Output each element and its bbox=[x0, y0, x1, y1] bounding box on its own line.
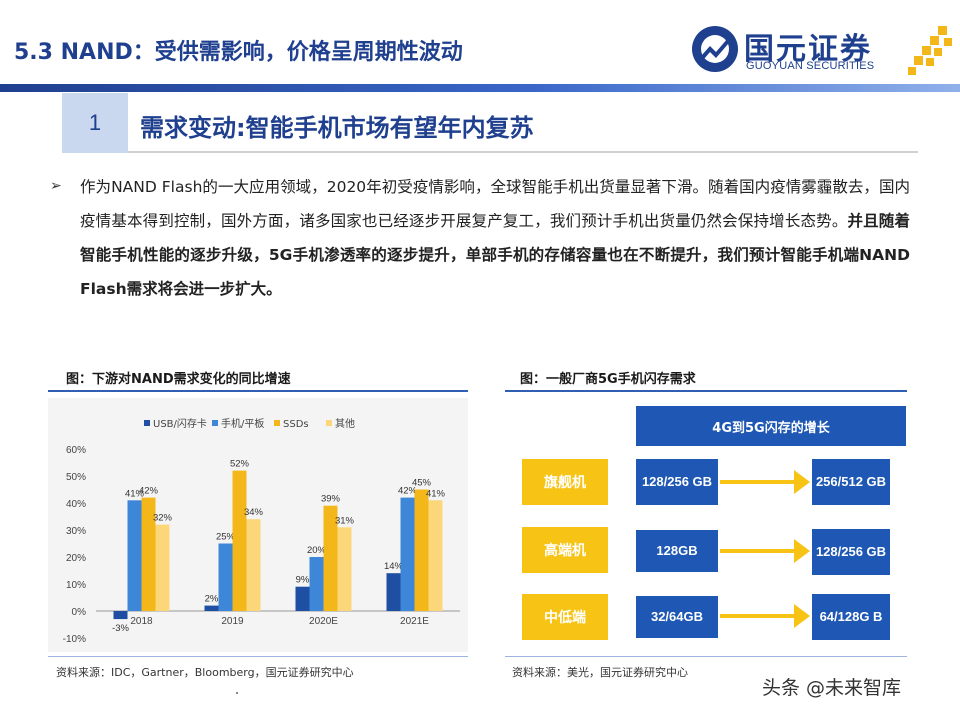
flagship-arrow-icon bbox=[720, 470, 810, 494]
right-caption-rule bbox=[505, 390, 907, 392]
data-label: 39% bbox=[321, 494, 341, 505]
bar bbox=[204, 605, 219, 611]
bar bbox=[141, 497, 156, 611]
legend-swatch bbox=[144, 420, 150, 426]
bar bbox=[232, 470, 247, 611]
bar bbox=[113, 611, 128, 620]
body-paragraph: 作为NAND Flash的一大应用领域，2020年初受疫情影响，全球智能手机出货… bbox=[80, 170, 910, 306]
data-label: -3% bbox=[112, 623, 129, 634]
legend-label: USB/闪存卡 bbox=[153, 417, 207, 430]
data-label: 32% bbox=[153, 513, 173, 524]
data-label: 42% bbox=[398, 486, 418, 497]
bar bbox=[246, 519, 261, 611]
legend-swatch bbox=[326, 420, 332, 426]
flagship-4g-capacity: 128/256 GB bbox=[636, 459, 718, 505]
bar bbox=[218, 543, 233, 611]
data-label: 41% bbox=[125, 488, 145, 499]
guoyuan-logo-icon bbox=[692, 26, 738, 72]
y-tick-label: 20% bbox=[66, 553, 86, 564]
demand-growth-chart: 60% 50% 40% 30% 20% 10% 0% -10% USB/闪存卡 手机/平板 SSDs… bbox=[48, 398, 468, 652]
x-category-label: 2018 bbox=[130, 616, 153, 627]
data-label: 2% bbox=[205, 594, 219, 605]
diagram-header: 4G到5G闪存的增长 bbox=[636, 406, 906, 446]
header-divider-bar bbox=[0, 84, 960, 92]
data-label: 9% bbox=[296, 575, 310, 586]
data-label: 34% bbox=[244, 507, 264, 518]
bar bbox=[337, 527, 352, 611]
data-label: 41% bbox=[426, 488, 446, 499]
data-label: 52% bbox=[230, 459, 250, 470]
watermark: 头条 @未来智库 bbox=[762, 677, 902, 699]
y-tick-label: 10% bbox=[66, 580, 86, 591]
bar bbox=[414, 489, 429, 611]
left-source-rule bbox=[48, 656, 468, 657]
mid-low-arrow-icon bbox=[720, 604, 810, 628]
high-end-4g-capacity: 128GB bbox=[636, 530, 718, 572]
x-category-label: 2020E bbox=[309, 616, 338, 627]
y-tick-label: 40% bbox=[66, 499, 86, 510]
legend-label: 手机/平板 bbox=[221, 417, 264, 430]
left-figure-source: 资料来源：IDC，Gartner，Bloomberg，国元证券研究中心 bbox=[56, 666, 354, 679]
body-text-bold: 并且随着智能手机性能的逐步升级，5G手机渗透率的逐步提升，单部手机的存储容量也在… bbox=[80, 212, 910, 298]
bullet-arrow-icon: ➢ bbox=[50, 178, 62, 194]
right-figure-caption: 图：一般厂商5G手机闪存需求 bbox=[520, 372, 696, 387]
tier-flagship: 旗舰机 bbox=[522, 459, 608, 505]
legend-swatch bbox=[274, 420, 280, 426]
data-label: 25% bbox=[216, 532, 236, 543]
bar bbox=[428, 500, 443, 611]
tier-high-end: 高端机 bbox=[522, 527, 608, 573]
section-heading: 需求变动:智能手机市场有望年内复苏 bbox=[140, 114, 534, 142]
stray-dot bbox=[236, 692, 238, 694]
logo-english-name: GUOYUAN SECURITIES bbox=[746, 60, 875, 72]
right-figure-source: 资料来源：美光，国元证券研究中心 bbox=[512, 666, 688, 679]
data-label: 31% bbox=[335, 515, 355, 526]
body-text-normal: 作为NAND Flash的一大应用领域，2020年初受疫情影响，全球智能手机出货… bbox=[80, 178, 910, 230]
tier-mid-low: 中低端 bbox=[522, 594, 608, 640]
data-label: 20% bbox=[307, 545, 327, 556]
section-divider bbox=[128, 151, 918, 153]
bar bbox=[155, 524, 170, 611]
data-label: 45% bbox=[412, 478, 432, 489]
high-end-5g-capacity: 128/256 GB bbox=[812, 529, 890, 575]
mid-low-4g-capacity: 32/64GB bbox=[636, 596, 718, 638]
right-source-rule bbox=[505, 656, 907, 657]
high-end-arrow-icon bbox=[720, 539, 810, 563]
data-label: 14% bbox=[384, 561, 404, 572]
section-number: 1 bbox=[62, 93, 128, 153]
x-category-label: 2019 bbox=[221, 616, 244, 627]
logo-name: 国元证券 bbox=[744, 32, 872, 67]
bar bbox=[323, 505, 338, 611]
data-label: 42% bbox=[139, 486, 159, 497]
mid-low-5g-capacity: 64/128G B bbox=[812, 594, 890, 640]
logo-squares-icon bbox=[908, 26, 952, 75]
legend-label: 其他 bbox=[335, 417, 355, 430]
y-tick-label: 0% bbox=[72, 607, 87, 618]
left-caption-rule bbox=[48, 390, 468, 392]
bar bbox=[127, 500, 142, 611]
page-title: 5.3 NAND：受供需影响，价格呈周期性波动 bbox=[14, 40, 463, 65]
y-tick-label: 50% bbox=[66, 472, 86, 483]
company-logo: 国元证券 GUOYUAN SECURITIES bbox=[690, 22, 955, 78]
legend-label: SSDs bbox=[283, 419, 309, 430]
legend-swatch bbox=[212, 420, 218, 426]
bar bbox=[400, 497, 415, 611]
y-tick-label: 60% bbox=[66, 445, 86, 456]
bar bbox=[386, 573, 401, 611]
bar bbox=[295, 586, 310, 611]
y-tick-label: 30% bbox=[66, 526, 86, 537]
chart-canvas: 60% 50% 40% 30% 20% 10% 0% -10% USB/闪存卡 手机/平板 SSDs… bbox=[63, 417, 460, 645]
y-tick-label: -10% bbox=[63, 634, 86, 645]
left-figure-caption: 图：下游对NAND需求变化的同比增速 bbox=[66, 372, 291, 387]
bar bbox=[309, 557, 324, 611]
flagship-5g-capacity: 256/512 GB bbox=[812, 459, 890, 505]
x-category-label: 2021E bbox=[400, 616, 429, 627]
